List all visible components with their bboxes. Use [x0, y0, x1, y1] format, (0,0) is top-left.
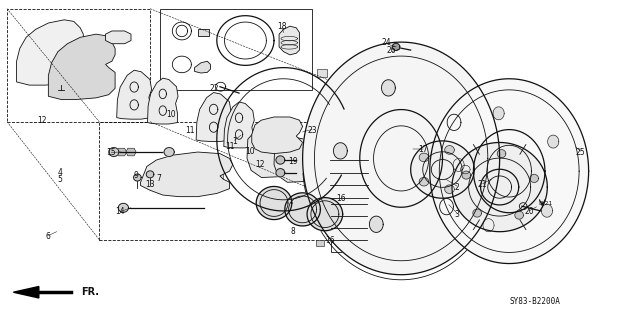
Polygon shape [256, 187, 292, 220]
Polygon shape [515, 211, 524, 219]
Text: 16: 16 [325, 236, 335, 245]
Polygon shape [274, 138, 312, 182]
Text: 16: 16 [336, 194, 345, 204]
Text: 2: 2 [455, 183, 459, 192]
Polygon shape [196, 92, 231, 141]
Polygon shape [117, 148, 127, 156]
Bar [315, 160, 323, 166]
Text: 12: 12 [37, 116, 47, 125]
Polygon shape [447, 114, 461, 131]
Text: 15: 15 [106, 148, 116, 157]
Text: 8: 8 [290, 227, 296, 236]
Text: 26: 26 [387, 46, 396, 55]
Polygon shape [276, 169, 285, 177]
Polygon shape [148, 78, 178, 124]
Text: 5: 5 [57, 175, 62, 184]
Polygon shape [126, 148, 136, 156]
Text: 7: 7 [156, 174, 161, 183]
Text: 21: 21 [478, 180, 487, 189]
Polygon shape [285, 193, 320, 226]
Bar [316, 204, 324, 211]
Text: 11: 11 [185, 126, 195, 135]
Polygon shape [247, 130, 289, 178]
Polygon shape [483, 219, 494, 232]
Polygon shape [276, 156, 285, 164]
Text: 13: 13 [145, 180, 155, 189]
Text: 9: 9 [134, 171, 138, 180]
Bar [316, 222, 324, 228]
Text: 1: 1 [233, 137, 237, 146]
Polygon shape [445, 185, 454, 194]
Polygon shape [369, 216, 383, 232]
Polygon shape [147, 171, 154, 178]
Text: 22: 22 [210, 84, 219, 93]
Polygon shape [382, 80, 396, 96]
Text: 24: 24 [382, 38, 391, 47]
Bar [197, 29, 209, 36]
Polygon shape [106, 31, 131, 44]
Polygon shape [279, 26, 299, 55]
Polygon shape [462, 171, 471, 179]
Polygon shape [453, 158, 464, 172]
Text: B-21: B-21 [539, 202, 554, 206]
Bar [316, 240, 324, 246]
Polygon shape [109, 148, 119, 156]
Polygon shape [497, 150, 506, 158]
Polygon shape [13, 286, 39, 298]
Polygon shape [541, 204, 552, 217]
Bar [317, 69, 327, 77]
Text: 14: 14 [115, 207, 125, 216]
Polygon shape [392, 44, 400, 50]
Polygon shape [48, 34, 115, 100]
Text: FR.: FR. [81, 287, 99, 297]
Text: 3: 3 [455, 210, 459, 219]
Bar [317, 202, 327, 209]
Polygon shape [17, 20, 83, 85]
Polygon shape [440, 198, 454, 215]
Text: 18: 18 [278, 22, 287, 31]
Polygon shape [548, 135, 559, 148]
Polygon shape [411, 141, 474, 198]
Polygon shape [419, 153, 429, 162]
Polygon shape [164, 148, 174, 156]
Bar [212, 174, 222, 181]
Polygon shape [194, 61, 210, 73]
Text: 20: 20 [525, 207, 534, 216]
Polygon shape [493, 107, 504, 120]
Polygon shape [461, 165, 470, 174]
Text: 25: 25 [576, 148, 585, 156]
Polygon shape [334, 143, 347, 159]
Polygon shape [445, 146, 454, 154]
Bar [315, 198, 323, 204]
Text: 6: 6 [46, 232, 51, 241]
Polygon shape [307, 197, 343, 231]
Text: 11: 11 [225, 142, 234, 151]
Text: 19: 19 [289, 157, 298, 166]
Text: 23: 23 [307, 126, 317, 135]
Text: 10: 10 [166, 110, 176, 119]
Polygon shape [430, 79, 589, 264]
Polygon shape [452, 142, 547, 232]
Text: 4: 4 [57, 168, 62, 177]
Text: 12: 12 [255, 160, 265, 169]
Polygon shape [117, 70, 152, 119]
Polygon shape [530, 174, 538, 182]
Text: 17: 17 [419, 145, 428, 154]
Text: SY83-B2200A: SY83-B2200A [509, 297, 560, 306]
Text: 10: 10 [246, 147, 255, 156]
Polygon shape [224, 102, 254, 148]
Polygon shape [141, 152, 233, 197]
Polygon shape [303, 42, 499, 275]
Polygon shape [419, 177, 429, 186]
Polygon shape [118, 203, 129, 212]
Polygon shape [134, 174, 141, 181]
Polygon shape [473, 209, 482, 217]
Bar [315, 179, 323, 186]
Polygon shape [252, 117, 303, 154]
